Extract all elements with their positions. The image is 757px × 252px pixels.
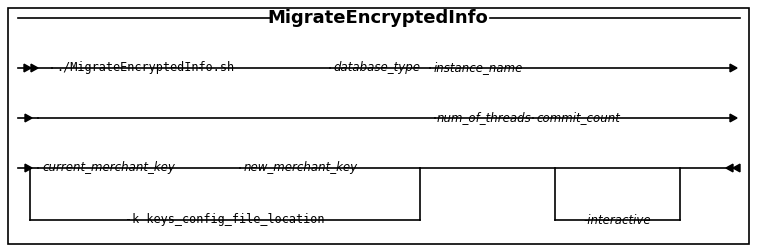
- Polygon shape: [25, 164, 32, 172]
- Text: current_merchant_key: current_merchant_key: [42, 162, 175, 174]
- Text: database_type: database_type: [333, 61, 420, 75]
- Polygon shape: [730, 64, 737, 72]
- Text: MigrateEncryptedInfo: MigrateEncryptedInfo: [268, 9, 488, 27]
- Polygon shape: [730, 114, 737, 122]
- Text: new_merchant_key: new_merchant_key: [244, 162, 358, 174]
- Polygon shape: [733, 164, 740, 172]
- Polygon shape: [726, 164, 733, 172]
- Text: -interactive: -interactive: [584, 213, 651, 227]
- Text: commit_count: commit_count: [536, 111, 620, 124]
- Text: num_of_threads: num_of_threads: [437, 111, 531, 124]
- Text: instance_name: instance_name: [434, 61, 523, 75]
- Text: -k keys_config_file_location: -k keys_config_file_location: [125, 213, 325, 227]
- Polygon shape: [25, 114, 32, 122]
- Polygon shape: [31, 64, 38, 72]
- Text: ./MigrateEncryptedInfo.sh: ./MigrateEncryptedInfo.sh: [56, 61, 234, 75]
- Polygon shape: [24, 64, 31, 72]
